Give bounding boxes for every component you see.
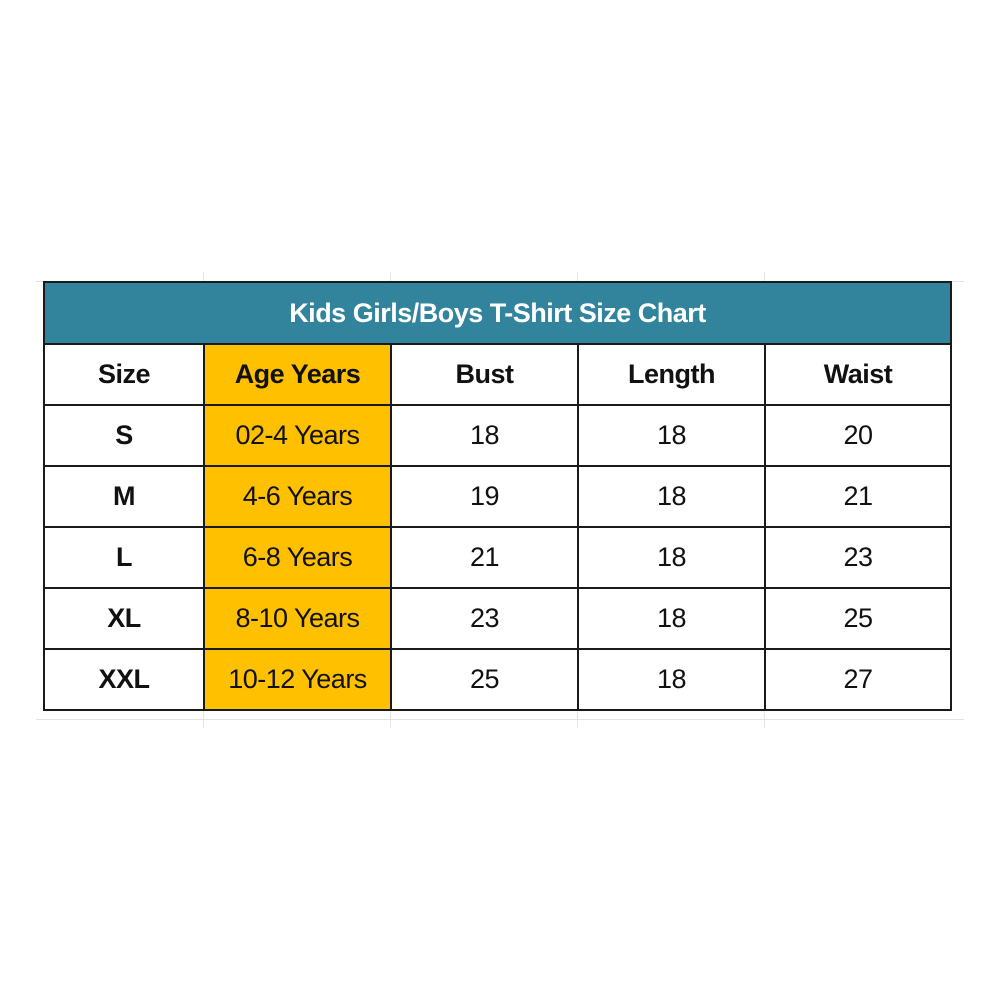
cell-length: 18 [577,587,766,650]
cell-age: 4-6 Years [203,465,392,528]
cell-bust: 18 [390,404,579,467]
header-size: Size [43,343,205,406]
table-row: M 4-6 Years 19 18 21 [43,465,952,528]
cell-size: XXL [43,648,205,711]
cell-length: 18 [577,465,766,528]
table-row: XXL 10-12 Years 25 18 27 [43,648,952,711]
header-bust: Bust [390,343,579,406]
table-row: S 02-4 Years 18 18 20 [43,404,952,467]
cell-bust: 23 [390,587,579,650]
header-age: Age Years [203,343,392,406]
cell-bust: 25 [390,648,579,711]
table-row: XL 8-10 Years 23 18 25 [43,587,952,650]
cell-size: XL [43,587,205,650]
header-length: Length [577,343,766,406]
table-title: Kids Girls/Boys T-Shirt Size Chart [43,281,952,345]
cell-waist: 27 [764,648,952,711]
cell-waist: 23 [764,526,952,589]
cell-age: 8-10 Years [203,587,392,650]
cell-waist: 20 [764,404,952,467]
cell-size: S [43,404,205,467]
header-row: Size Age Years Bust Length Waist [43,343,952,406]
table-row: L 6-8 Years 21 18 23 [43,526,952,589]
cell-age: 02-4 Years [203,404,392,467]
gridline [36,719,964,720]
cell-length: 18 [577,404,766,467]
cell-waist: 21 [764,465,952,528]
cell-length: 18 [577,526,766,589]
cell-size: L [43,526,205,589]
header-waist: Waist [764,343,952,406]
cell-size: M [43,465,205,528]
cell-bust: 19 [390,465,579,528]
cell-length: 18 [577,648,766,711]
cell-age: 6-8 Years [203,526,392,589]
cell-bust: 21 [390,526,579,589]
cell-age: 10-12 Years [203,648,392,711]
title-row: Kids Girls/Boys T-Shirt Size Chart [43,281,952,345]
size-chart-table: Kids Girls/Boys T-Shirt Size Chart Size … [43,281,952,711]
cell-waist: 25 [764,587,952,650]
